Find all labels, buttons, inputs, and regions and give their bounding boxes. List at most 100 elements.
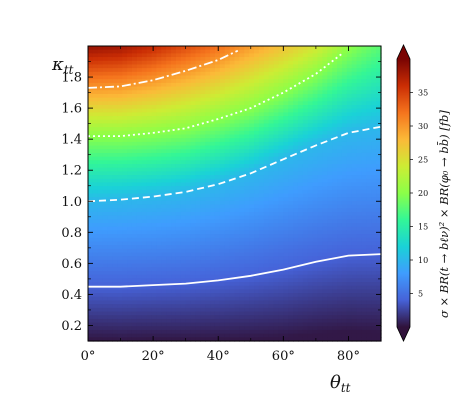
heat-cell xyxy=(297,46,304,51)
heat-cell xyxy=(371,75,377,80)
heat-cell xyxy=(327,160,333,165)
heat-cell xyxy=(92,245,99,250)
heat-cell xyxy=(346,197,353,202)
heat-cell xyxy=(117,145,123,150)
heat-cell xyxy=(210,307,216,313)
heat-cell xyxy=(88,263,94,268)
heat-cell xyxy=(288,234,294,239)
heat-cell xyxy=(92,208,99,213)
heat-cell xyxy=(356,152,363,158)
heat-cell xyxy=(366,82,372,88)
heat-cell xyxy=(131,141,138,147)
heat-cell xyxy=(200,223,206,228)
heat-cell xyxy=(288,189,294,195)
heat-cell xyxy=(131,167,138,172)
heat-cell xyxy=(210,337,216,342)
heat-cell xyxy=(112,171,118,176)
heat-cell xyxy=(288,248,294,254)
heat-cell xyxy=(219,304,226,309)
heat-cell xyxy=(317,178,323,184)
heat-cell xyxy=(351,219,358,224)
heat-cell xyxy=(141,256,148,261)
heat-cell xyxy=(312,237,319,243)
heat-cell xyxy=(107,204,114,209)
heat-cell xyxy=(351,119,358,125)
heat-cell xyxy=(312,241,319,246)
y-tick-label: 1.2 xyxy=(61,164,82,179)
heat-cell xyxy=(156,215,162,220)
heat-cell xyxy=(361,329,367,335)
heat-cell xyxy=(351,57,358,62)
heat-cell xyxy=(249,204,255,209)
heat-cell xyxy=(224,93,231,99)
heat-cell xyxy=(307,248,314,254)
heat-cell xyxy=(141,241,148,246)
heat-cell xyxy=(185,215,192,220)
heat-cell xyxy=(278,130,284,136)
heat-cell xyxy=(92,141,99,147)
heat-cell xyxy=(268,285,275,290)
heat-cell xyxy=(366,259,372,265)
heat-cell xyxy=(356,270,363,276)
heat-cell xyxy=(180,46,187,51)
heat-cell xyxy=(263,237,270,243)
heat-cell xyxy=(88,270,94,276)
heat-cell xyxy=(92,130,99,136)
heat-cell xyxy=(258,208,265,213)
heat-cell xyxy=(312,171,319,176)
heat-cell xyxy=(171,215,177,220)
heat-cell xyxy=(175,141,182,147)
heat-cell xyxy=(131,197,138,202)
heat-cell xyxy=(244,230,250,235)
heat-cell xyxy=(214,186,221,191)
heat-cell xyxy=(249,263,255,268)
heat-cell xyxy=(107,200,114,206)
heat-cell xyxy=(317,256,323,261)
heat-cell xyxy=(102,53,109,58)
heat-cell xyxy=(244,215,250,220)
heat-cell xyxy=(371,208,377,213)
heat-cell xyxy=(224,182,231,187)
heat-cell xyxy=(141,68,148,73)
heat-cell xyxy=(371,175,377,180)
heat-cell xyxy=(205,241,211,246)
heat-cell xyxy=(361,245,367,250)
heat-cell xyxy=(234,101,240,106)
heat-cell xyxy=(254,326,260,331)
heat-cell xyxy=(327,289,333,294)
heat-cell xyxy=(337,326,343,331)
heat-cell xyxy=(127,326,133,331)
heat-cell xyxy=(268,164,275,169)
heat-cell xyxy=(224,270,231,276)
heat-cell xyxy=(356,293,363,298)
heat-cell xyxy=(131,130,138,136)
heat-cell xyxy=(190,304,197,309)
heat-cell xyxy=(273,289,280,294)
heat-cell xyxy=(317,60,323,66)
heat-cell xyxy=(190,82,197,88)
heat-cell xyxy=(151,270,157,276)
heat-cell xyxy=(122,315,128,320)
heat-cell xyxy=(180,57,187,62)
heat-cell xyxy=(229,141,236,147)
heat-cell xyxy=(229,97,236,102)
heat-cell xyxy=(166,182,172,187)
heat-cell xyxy=(249,112,255,117)
heat-cell xyxy=(229,68,236,73)
heat-cell xyxy=(249,278,255,283)
heat-cell xyxy=(117,274,123,279)
heat-cell xyxy=(112,237,118,243)
heat-cell xyxy=(278,112,284,117)
heat-cell xyxy=(371,141,377,147)
heat-cell xyxy=(224,296,231,302)
heat-cell xyxy=(327,145,333,150)
heat-cell xyxy=(224,145,231,150)
heat-cell xyxy=(190,289,197,294)
heat-cell xyxy=(171,175,177,180)
heat-cell xyxy=(234,182,240,187)
heat-cell xyxy=(156,333,162,338)
heat-cell xyxy=(166,263,172,268)
heat-cell xyxy=(185,60,192,66)
heat-cell xyxy=(332,134,338,139)
heat-cell xyxy=(180,90,187,95)
